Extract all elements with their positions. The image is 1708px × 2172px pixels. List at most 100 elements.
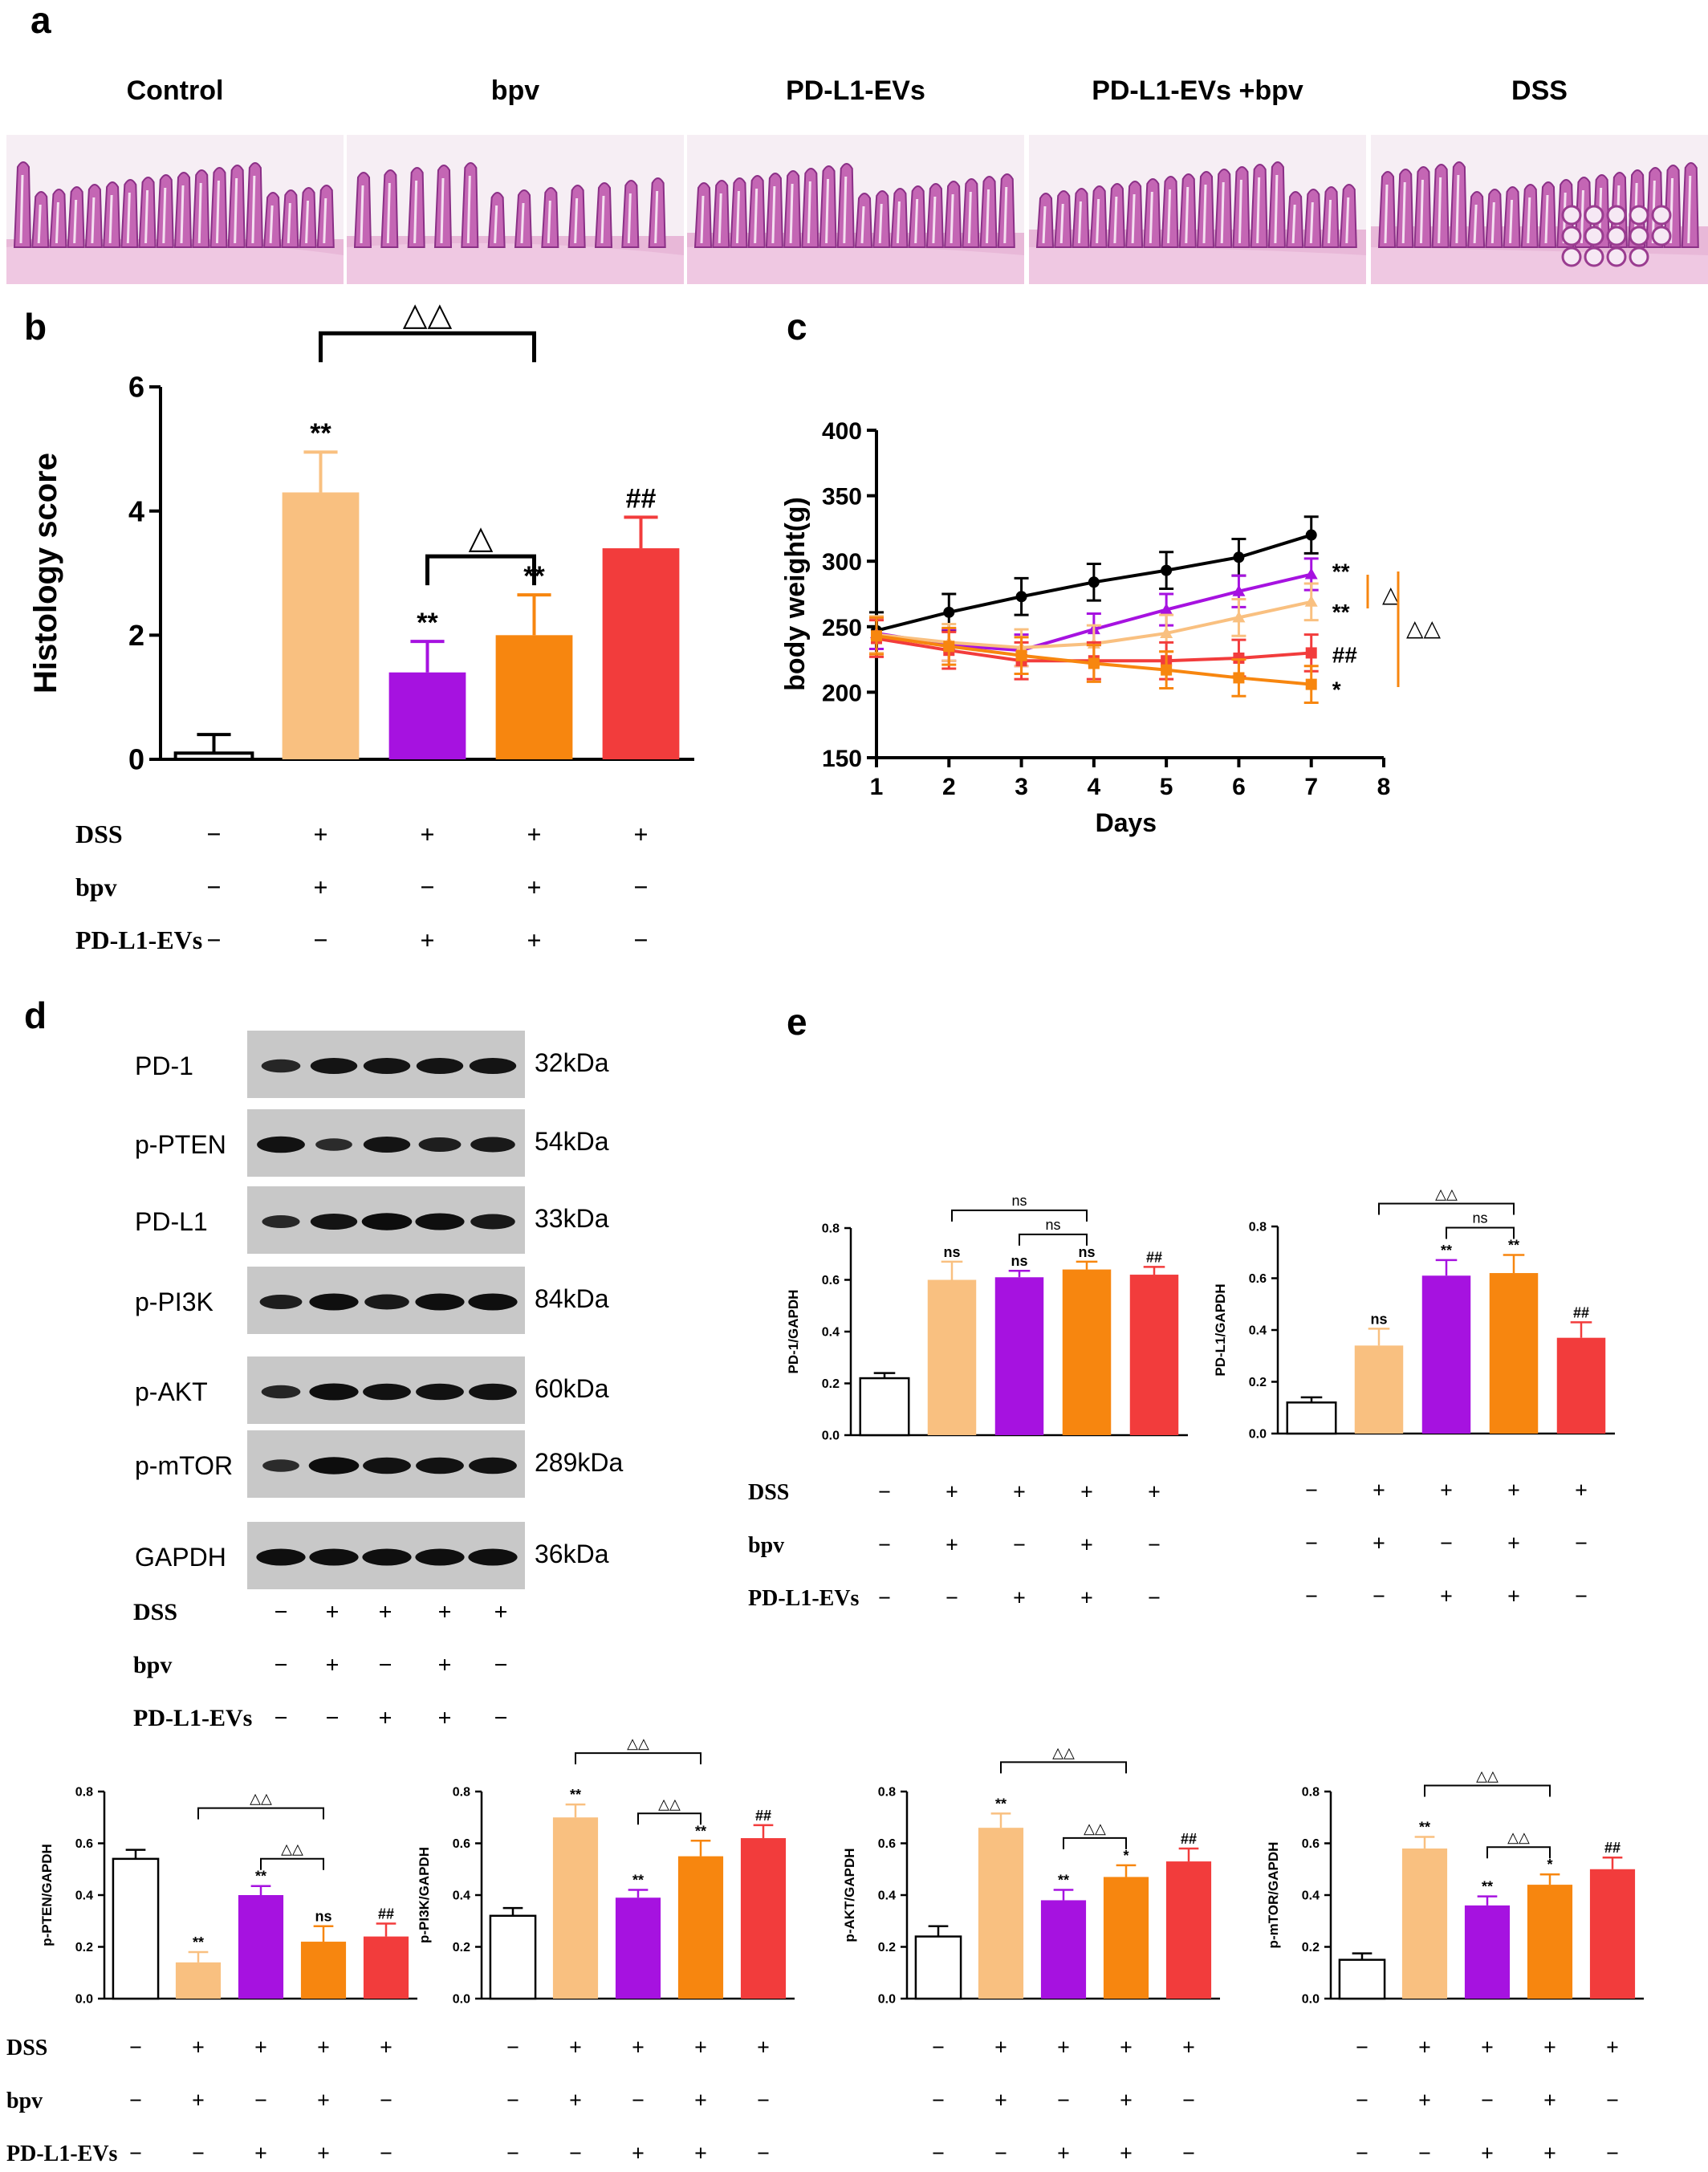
condition-sign: − — [274, 1599, 287, 1625]
condition-sign: − — [633, 872, 648, 901]
blot-protein-label: PD-1 — [135, 1051, 193, 1080]
condition-sign: − — [757, 2141, 770, 2166]
blot-band — [415, 1213, 465, 1230]
blot-kda-label: 36kDa — [535, 1540, 609, 1568]
significance-label: ** — [417, 608, 438, 638]
condition-sign: + — [632, 2036, 645, 2060]
comparison-label: △△ — [1476, 1767, 1499, 1784]
condition-sign: + — [1481, 2036, 1494, 2060]
blot-band — [415, 1548, 465, 1566]
y-axis-label: p-PI3K/GAPDH — [417, 1847, 432, 1943]
condition-sign: + — [633, 820, 648, 848]
comparison-label: △ — [469, 520, 494, 555]
bar — [489, 1914, 537, 2000]
y-tick-label: 0.8 — [75, 1786, 93, 1800]
data-point — [1305, 678, 1317, 690]
bar — [495, 635, 573, 759]
condition-label: bpv — [133, 1652, 172, 1678]
bar — [740, 1838, 787, 1999]
blot-band — [310, 1214, 358, 1230]
condition-sign: − — [1013, 1533, 1026, 1558]
significance-label: ** — [632, 1873, 644, 1889]
blot-kda-label: 32kDa — [535, 1048, 609, 1077]
y-tick-label: 0.4 — [1302, 1889, 1320, 1903]
condition-sign: − — [380, 2089, 392, 2113]
histology-title: Control — [126, 75, 224, 106]
y-axis-label: p-mTOR/GAPDH — [1266, 1842, 1281, 1949]
y-tick-label: 0.6 — [878, 1837, 896, 1851]
x-tick-label: 8 — [1377, 774, 1391, 800]
y-tick-label: 0.6 — [453, 1837, 470, 1851]
data-point — [871, 630, 882, 642]
comparison-label: △△ — [1052, 1744, 1075, 1760]
significance-label: ** — [1419, 1819, 1430, 1835]
bar — [1103, 1877, 1149, 1999]
significance-label: ## — [626, 483, 657, 514]
condition-sign: − — [380, 2141, 392, 2166]
condition-sign: + — [694, 2141, 707, 2166]
comparison-bracket — [575, 1752, 702, 1765]
blot-band — [416, 1383, 464, 1401]
x-tick-label: 7 — [1304, 774, 1318, 800]
condition-sign: + — [1120, 2089, 1133, 2113]
y-axis-label: body weight(g) — [780, 497, 811, 691]
condition-sign: − — [1356, 2089, 1368, 2113]
blot-band — [418, 1137, 462, 1152]
condition-sign: + — [1440, 1479, 1453, 1503]
comparison-bracket — [319, 331, 536, 363]
comparison-label: △△ — [1507, 1829, 1530, 1845]
bar — [602, 548, 680, 759]
comparison-label: ns — [1011, 1193, 1027, 1209]
x-tick-label: 4 — [1088, 774, 1101, 800]
condition-sign: − — [1372, 1584, 1385, 1609]
data-point — [1088, 657, 1100, 669]
x-tick-label: 5 — [1160, 774, 1173, 800]
bar — [859, 1377, 910, 1437]
condition-sign: + — [437, 1599, 451, 1625]
condition-sign: + — [527, 872, 541, 901]
condition-label: bpv — [6, 2089, 43, 2113]
histology-title: PD-L1-EVs — [786, 75, 925, 106]
y-tick-label: 150 — [822, 746, 862, 772]
condition-sign: − — [313, 925, 327, 954]
blot-band — [261, 1385, 301, 1399]
significance-label: ** — [1332, 559, 1350, 584]
y-axis-label: p-AKT/GAPDH — [842, 1848, 857, 1942]
bar — [388, 672, 466, 759]
blot-band — [468, 1293, 518, 1311]
y-tick-label: 0.6 — [822, 1274, 840, 1287]
comparison-label: △ — [1382, 582, 1400, 607]
histology-image — [1371, 135, 1708, 284]
blot-band — [308, 1457, 360, 1474]
condition-sign: + — [946, 1533, 958, 1558]
blot-band-strip — [247, 1267, 525, 1334]
y-tick-label: 0.4 — [878, 1889, 896, 1903]
x-tick-label: 3 — [1015, 774, 1028, 800]
condition-sign: + — [1372, 1531, 1385, 1556]
significance-label: ns — [315, 1909, 331, 1925]
bar — [1464, 1905, 1511, 1999]
condition-sign: − — [1356, 2036, 1368, 2060]
y-tick-label: 0.4 — [822, 1326, 840, 1340]
condition-sign: + — [1013, 1586, 1026, 1611]
condition-sign: − — [946, 1586, 958, 1611]
blot-kda-label: 54kDa — [535, 1127, 609, 1156]
significance-label: * — [1332, 677, 1341, 702]
data-point — [1304, 595, 1318, 607]
blot-band — [361, 1213, 413, 1230]
y-tick-label: 0.2 — [453, 1941, 470, 1954]
y-tick-label: 0.8 — [878, 1786, 896, 1800]
condition-label: DSS — [75, 820, 123, 848]
condition-sign: + — [1148, 1480, 1161, 1505]
comparison-bracket — [425, 554, 536, 586]
condition-sign: − — [994, 2141, 1007, 2166]
blot-band — [257, 1136, 305, 1153]
histology-title: bpv — [490, 75, 540, 106]
condition-sign: + — [994, 2036, 1007, 2060]
y-tick-label: 0.0 — [822, 1430, 840, 1443]
y-tick-label: 0.6 — [1302, 1837, 1320, 1851]
condition-sign: + — [1507, 1531, 1520, 1556]
data-point — [1015, 649, 1027, 661]
y-tick-label: 0.4 — [75, 1889, 93, 1903]
condition-sign: + — [1606, 2036, 1619, 2060]
